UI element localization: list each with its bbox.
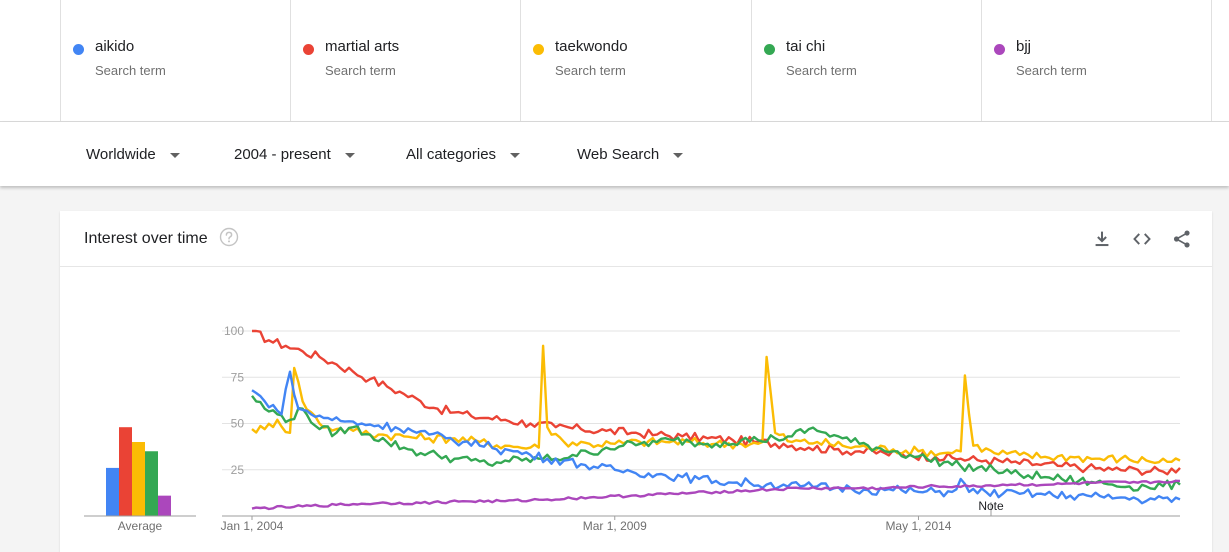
term-sublabel: Search term (786, 63, 857, 78)
caret-down-icon (344, 152, 355, 158)
term-sublabel: Search term (95, 63, 166, 78)
download-icon[interactable] (1091, 228, 1113, 250)
search-term-card-taekwondo[interactable]: taekwondo Search term (520, 0, 751, 121)
average-bar[interactable] (145, 451, 158, 516)
y-tick-label: 25 (231, 463, 245, 477)
interest-over-time-card: Interest over time 25 50 75 100 Jan 1, 2004… (60, 211, 1212, 552)
average-bar[interactable] (106, 467, 119, 516)
term-color-dot (994, 44, 1005, 55)
caret-down-icon (673, 152, 684, 158)
y-axis-labels: 25 50 75 100 (224, 324, 244, 477)
term-name[interactable]: taekwondo (555, 38, 628, 55)
average-bar[interactable] (119, 427, 132, 516)
search-term-card-aikido[interactable]: aikido Search term (60, 0, 291, 121)
embed-code-icon[interactable] (1131, 228, 1153, 250)
term-name[interactable]: bjj (1016, 38, 1032, 55)
term-sublabel: Search term (325, 63, 396, 78)
series-line[interactable] (252, 329, 1181, 476)
category-dropdown[interactable]: All categories (406, 122, 521, 186)
series-lines (251, 329, 1181, 511)
y-tick-label: 50 (231, 417, 245, 431)
filters-bar: Worldwide 2004 - present All categories … (0, 122, 1229, 186)
interest-over-time-chart: 25 50 75 100 Jan 1, 2004 Mar 1, 2009 May 1, 2… (84, 324, 1181, 533)
term-color-dot (73, 44, 84, 55)
y-tick-label: 100 (224, 324, 244, 338)
term-sublabel: Search term (555, 63, 626, 78)
average-label: Average (118, 519, 163, 533)
term-name[interactable]: tai chi (786, 38, 826, 55)
search-terms-bar: aikido Search term martial arts Search t… (0, 0, 1229, 122)
card-title: Interest over time (84, 230, 208, 247)
x-tick-label: Mar 1, 2009 (583, 519, 647, 533)
x-tick-label: May 1, 2014 (885, 519, 951, 533)
caret-down-icon (510, 152, 521, 158)
chart-grid (222, 330, 1180, 517)
search-term-card-martial-arts[interactable]: martial arts Search term (290, 0, 521, 121)
help-circle-icon[interactable] (219, 227, 239, 247)
search-term-card-tai-chi[interactable]: tai chi Search term (751, 0, 982, 121)
y-tick-label: 75 (231, 370, 245, 384)
search-term-card-bjj[interactable]: bjj Search term (981, 0, 1212, 121)
series-line[interactable] (251, 479, 1181, 511)
chart-annotations: Note (978, 499, 1004, 516)
term-color-dot (764, 44, 775, 55)
region-dropdown[interactable]: Worldwide (86, 122, 180, 186)
term-sublabel: Search term (1016, 63, 1087, 78)
share-icon[interactable] (1171, 228, 1193, 250)
x-axis-labels: Jan 1, 2004 Mar 1, 2009 May 1, 2014 (221, 516, 952, 533)
term-color-dot (533, 44, 544, 55)
series-line[interactable] (251, 395, 1181, 492)
divider (1211, 0, 1212, 121)
term-color-dot (303, 44, 314, 55)
region-dropdown-label: Worldwide (86, 145, 156, 163)
series-line[interactable] (251, 370, 1181, 505)
category-dropdown-label: All categories (406, 145, 497, 163)
note-label[interactable]: Note (978, 499, 1004, 513)
search-type-dropdown[interactable]: Web Search (577, 122, 684, 186)
average-bars: Average (84, 427, 196, 533)
card-header: Interest over time (60, 211, 1212, 267)
x-tick-label: Jan 1, 2004 (221, 519, 284, 533)
term-name[interactable]: aikido (95, 38, 135, 55)
term-name[interactable]: martial arts (325, 38, 400, 55)
time-range-dropdown[interactable]: 2004 - present (234, 122, 355, 186)
average-bar[interactable] (132, 442, 145, 516)
search-type-dropdown-label: Web Search (577, 145, 660, 163)
caret-down-icon (169, 152, 180, 158)
average-bar[interactable] (158, 495, 171, 516)
time-range-dropdown-label: 2004 - present (234, 145, 331, 163)
